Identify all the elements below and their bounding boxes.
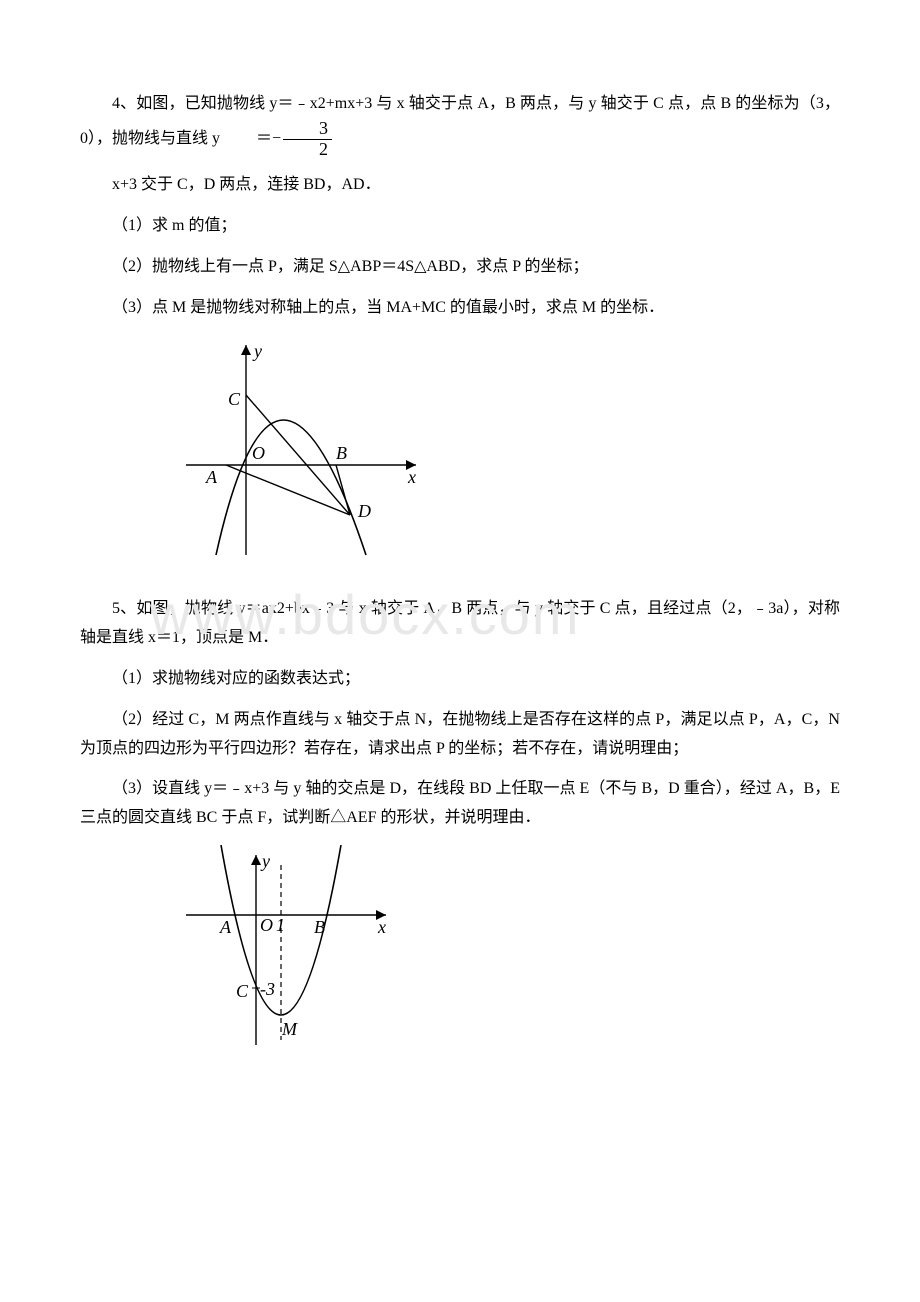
- p4-label-D: D: [357, 501, 371, 521]
- p4-label-x: x: [407, 467, 416, 487]
- p4-intro-line2: x+3 交于 C，D 两点，连接 BD，AD．: [80, 171, 840, 200]
- p4-label-A: A: [205, 467, 218, 487]
- p5-label-y: y: [260, 851, 270, 871]
- p5-label-one: 1: [276, 915, 285, 935]
- p4-figure: y x C O A B D: [80, 335, 840, 576]
- p4-label-y: y: [252, 341, 262, 361]
- p4-q3: （3）点 M 是抛物线对称轴上的点，当 MA+MC 的值最小时，求点 M 的坐标…: [80, 294, 840, 323]
- p4-intro-line1: 4、如图，已知抛物线 y＝﹣x2+mx+3 与 x 轴交于点 A，B 两点，与 …: [80, 90, 840, 159]
- p5-label-neg3: -3: [260, 979, 275, 999]
- p5-label-M: M: [281, 1019, 298, 1039]
- p5-label-C: C: [236, 981, 249, 1001]
- p4-label-O: O: [252, 443, 265, 463]
- p4-eq-sign: ＝−: [224, 125, 281, 154]
- p5-figure: y x A O 1 B C -3 M: [80, 845, 840, 1066]
- p4-fraction-expr: ＝− 3 2: [224, 119, 334, 160]
- p5-q2: （2）经过 C，M 两点作直线与 x 轴交于点 N，在抛物线上是否存在这样的点 …: [80, 706, 840, 764]
- p4-frac-den: 2: [283, 140, 332, 160]
- p5-label-O: O: [260, 915, 273, 935]
- p4-label-C: C: [228, 389, 241, 409]
- p5-label-A: A: [219, 917, 232, 937]
- p4-q2: （2）抛物线上有一点 P，满足 S△ABP＝4S△ABD，求点 P 的坐标；: [80, 253, 840, 282]
- p5-q3: （3）设直线 y＝﹣x+3 与 y 轴的交点是 D，在线段 BD 上任取一点 E…: [80, 775, 840, 833]
- p4-q1: （1）求 m 的值；: [80, 212, 840, 241]
- p5-intro: 5、如图，抛物线 y＝ax2+bx﹣3 与 x 轴交于 A，B 两点，与 y 轴…: [80, 595, 840, 653]
- p5-label-x: x: [377, 917, 386, 937]
- p4-fraction: 3 2: [283, 119, 332, 160]
- p5-label-B: B: [314, 917, 325, 937]
- p4-text-a: 4、如图，已知抛物线 y＝﹣x2+mx+3 与 x 轴交于点 A，B 两点，与 …: [80, 95, 840, 147]
- p4-label-B: B: [336, 443, 347, 463]
- p5-q1: （1）求抛物线对应的函数表达式；: [80, 665, 840, 694]
- p4-frac-num: 3: [283, 119, 332, 140]
